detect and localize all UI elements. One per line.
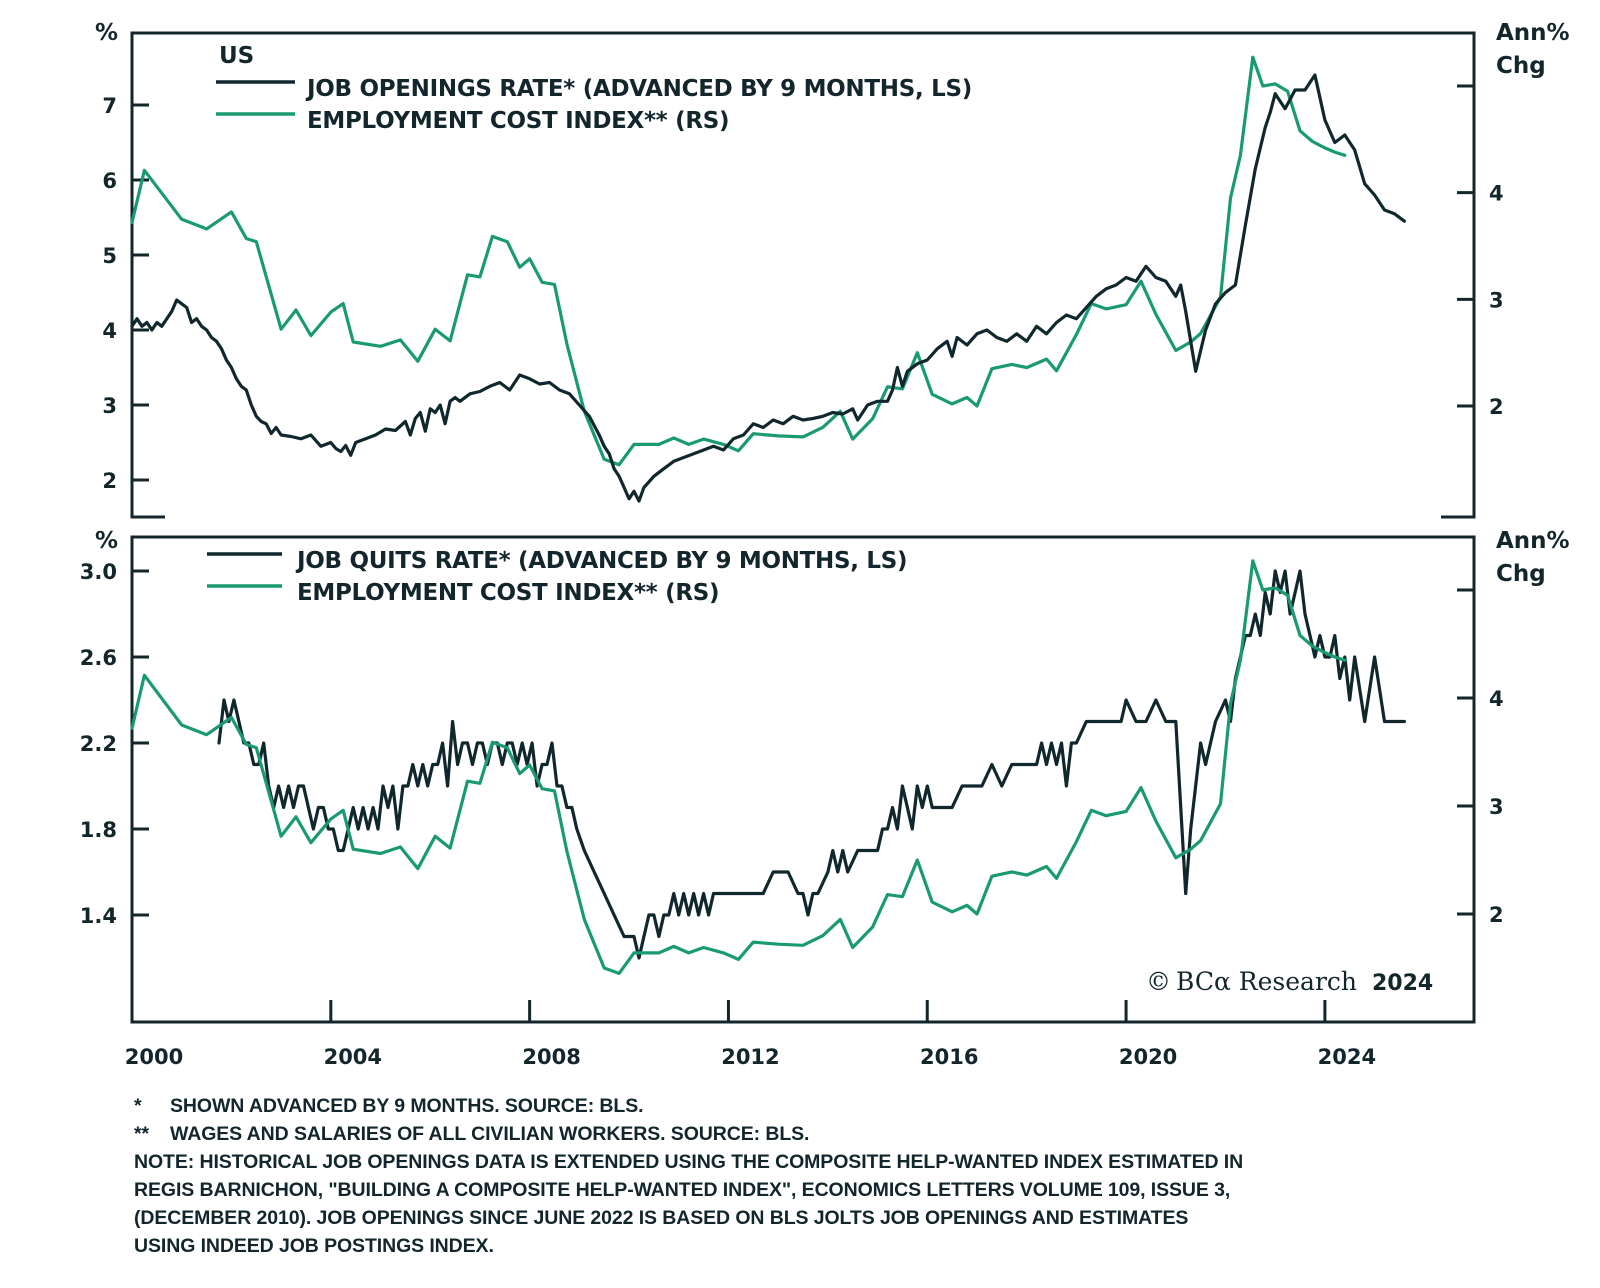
footnote-2-mark: **	[134, 1123, 149, 1145]
legend-label-eci: EMPLOYMENT COST INDEX** (RS)	[307, 108, 729, 134]
y-tick-label-left: 6	[102, 169, 117, 193]
bottom-right-axis-unit-line2: Chg	[1496, 561, 1546, 587]
bottom-panel: % Ann% Chg 1.41.82.22.63.0 234 2000 2004 2…	[80, 528, 1570, 1069]
y-tick-label-left: 2.2	[80, 732, 117, 756]
x-tick-label: 2020	[1119, 1045, 1177, 1069]
x-tick-label: 2016	[920, 1045, 978, 1069]
series-line-eci-top	[130, 55, 1347, 467]
legend-label-job-openings: JOB OPENINGS RATE* (ADVANCED BY 9 MONTHS…	[305, 76, 972, 102]
top-right-axis-unit-line1: Ann%	[1496, 20, 1570, 46]
top-panel: % Ann% Chg 2 3 4 5 6 7 2 3 4 US JOB OPENINGS RA…	[95, 20, 1570, 519]
series-line-job-openings	[130, 73, 1407, 503]
y-tick-label-right: 3	[1489, 288, 1504, 312]
note-line-1: NOTE: HISTORICAL JOB OPENINGS DATA IS EX…	[134, 1151, 1244, 1173]
x-tick-label: 2004	[324, 1045, 382, 1069]
y-tick-label-right: 3	[1489, 795, 1504, 819]
footnote-1: * SHOWN ADVANCED BY 9 MONTHS. SOURCE: BLS…	[134, 1092, 1554, 1120]
series-line-quits	[217, 569, 1407, 960]
y-tick-label-right: 4	[1489, 182, 1504, 206]
x-tick-label: 2008	[522, 1045, 580, 1069]
note-line-3: (DECEMBER 2010). JOB OPENINGS SINCE JUNE…	[134, 1207, 1189, 1229]
bottom-right-axis: 2 3 4	[1457, 588, 1504, 927]
bottom-legend: JOB QUITS RATE* (ADVANCED BY 9 MONTHS, L…	[207, 548, 908, 606]
note-line-2: REGIS BARNICHON, "BUILDING A COMPOSITE H…	[134, 1179, 1231, 1201]
footnote-2-text: WAGES AND SALARIES OF ALL CIVILIAN WORKE…	[170, 1123, 810, 1145]
top-panel-frame	[130, 31, 1476, 519]
y-tick-label-left: 7	[102, 94, 117, 118]
y-tick-label-left: 4	[102, 319, 117, 343]
footnotes: * SHOWN ADVANCED BY 9 MONTHS. SOURCE: BLS…	[134, 1092, 1554, 1260]
y-tick-label-left: 5	[102, 244, 117, 268]
legend-label-quits: JOB QUITS RATE* (ADVANCED BY 9 MONTHS, L…	[295, 548, 907, 574]
x-tick-label: 2012	[721, 1045, 779, 1069]
top-right-axis-unit-line2: Chg	[1496, 53, 1546, 79]
y-tick-label-right: 2	[1489, 395, 1504, 419]
x-tick-label: 2024	[1318, 1045, 1376, 1069]
y-tick-label-right: 2	[1489, 903, 1504, 927]
y-tick-label-left: 1.8	[80, 818, 117, 842]
top-right-axis: 2 3 4	[1457, 84, 1504, 419]
top-left-axis: 2 3 4 5 6 7	[102, 94, 149, 493]
footnote-1-text: SHOWN ADVANCED BY 9 MONTHS. SOURCE: BLS.	[170, 1095, 644, 1117]
chart-figure: % Ann% Chg 2 3 4 5 6 7 2 3 4 US JOB OPENINGS RA…	[80, 20, 1570, 1069]
bottom-plot-area	[130, 559, 1407, 976]
top-legend: JOB OPENINGS RATE* (ADVANCED BY 9 MONTHS…	[216, 76, 972, 134]
credit-brand: BCα Research	[1176, 967, 1357, 996]
series-line-eci-bottom	[130, 559, 1347, 976]
x-axis: 2000 2004 2008 2012 2016 2020 2024	[125, 1000, 1376, 1069]
bottom-left-axis-unit: %	[95, 528, 118, 554]
y-tick-label-left: 3.0	[80, 560, 117, 584]
footnote-1-mark: *	[134, 1095, 142, 1117]
credit-copyright: ©	[1146, 967, 1171, 996]
bottom-left-axis: 1.4 1.8 2.2 2.6 3.0	[80, 560, 149, 928]
legend-label-eci-bottom: EMPLOYMENT COST INDEX** (RS)	[297, 580, 719, 606]
bottom-panel-frame	[130, 535, 1476, 1024]
bottom-right-axis-unit-line1: Ann%	[1496, 528, 1570, 554]
credit: © BCα Research 2024	[1146, 967, 1433, 996]
y-tick-label-left: 2.6	[80, 646, 117, 670]
footnote-2: ** WAGES AND SALARIES OF ALL CIVILIAN WOR…	[134, 1120, 1554, 1148]
y-tick-label-left: 1.4	[80, 904, 117, 928]
y-tick-label-left: 3	[102, 394, 117, 418]
x-tick-label: 2000	[125, 1045, 183, 1069]
region-label: US	[219, 43, 254, 69]
top-left-axis-unit: %	[95, 20, 118, 46]
y-tick-label-right: 4	[1489, 687, 1504, 711]
y-tick-label-left: 2	[102, 469, 117, 493]
credit-year: 2024	[1372, 971, 1433, 996]
note-line-4: USING INDEED JOB POSTINGS INDEX.	[134, 1235, 494, 1257]
top-plot-area	[130, 55, 1407, 503]
